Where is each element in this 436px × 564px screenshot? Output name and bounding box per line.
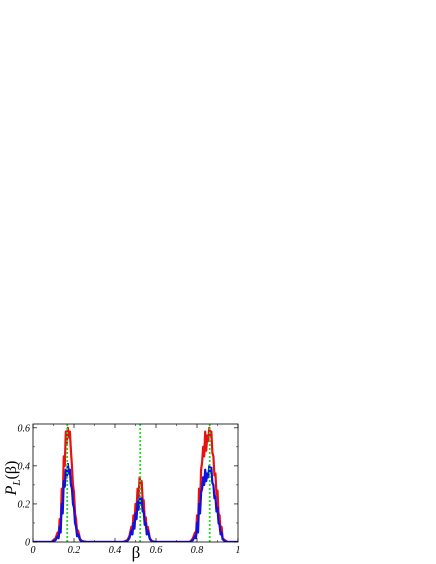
x-tick-label: 0.8 <box>191 545 204 556</box>
series-line-2 <box>33 462 238 542</box>
series-layer <box>33 426 238 542</box>
x-tick-label: 0.2 <box>68 545 81 556</box>
y-tick-label: 0.6 <box>18 423 31 434</box>
axis-ticks <box>32 424 239 543</box>
y-axis-title-sub: L <box>11 479 23 486</box>
y-tick-label: 0.4 <box>18 461 31 472</box>
y-axis-title-arg: (β) <box>3 461 20 480</box>
y-tick-label: 0 <box>25 538 30 549</box>
x-tick-labels: 0 0.2 0.4 0.6 0.8 1 <box>31 545 241 556</box>
x-tick-label: 0 <box>31 545 36 556</box>
y-tick-labels: 0 0.2 0.4 0.6 <box>18 423 31 548</box>
x-tick-label: 0.4 <box>109 545 122 556</box>
y-tick-label: 0.2 <box>18 499 31 510</box>
x-tick-label: 1 <box>236 545 241 556</box>
x-tick-label: 0.6 <box>150 545 163 556</box>
y-axis-title: PL(β) <box>3 461 23 497</box>
y-axis-title-main: P <box>3 485 20 496</box>
x-axis-title: β <box>132 543 141 562</box>
